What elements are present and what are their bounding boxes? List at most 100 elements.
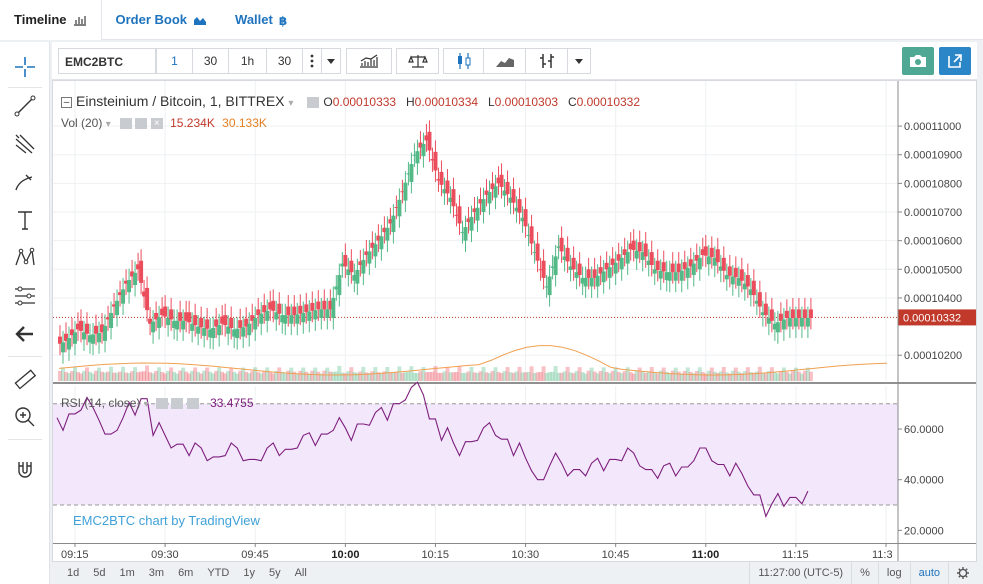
tab-order-book[interactable]: Order Book (102, 0, 222, 40)
volume-bar (66, 373, 71, 381)
compare-button[interactable] (396, 48, 439, 74)
candle-body (505, 181, 510, 195)
pitchfork-tool[interactable] (10, 129, 40, 159)
volume-bar (199, 373, 204, 381)
volume-bar (370, 371, 375, 381)
volume-bar (253, 367, 258, 381)
crosshair-tool[interactable] (10, 52, 40, 82)
tab-wallet[interactable]: Wallet ฿ (221, 0, 301, 40)
price-chart-svg[interactable]: 0.00011000 0.00010900 0.00010800 0.00010700… (53, 81, 976, 561)
pattern-tool[interactable] (10, 243, 40, 273)
close-icon[interactable]: × (150, 118, 163, 130)
eye-icon[interactable] (120, 118, 133, 130)
fib-tool[interactable] (10, 281, 40, 311)
volume-bar (520, 372, 525, 381)
candle-body (793, 317, 798, 327)
popout-button[interactable] (939, 47, 971, 75)
volume-bar (439, 372, 444, 381)
candle-body (148, 318, 153, 324)
snapshot-button[interactable] (902, 47, 934, 75)
timeframe-1d[interactable]: 1d (67, 567, 80, 579)
trendline-tool[interactable] (10, 91, 40, 121)
brush-tool[interactable] (10, 167, 40, 197)
volume-bar (451, 372, 456, 381)
timeframe-1m[interactable]: 1m (119, 567, 135, 579)
low-label: L (487, 95, 495, 109)
candle-body (60, 342, 65, 353)
interval-1h[interactable]: 1h (228, 48, 267, 74)
text-tool[interactable] (10, 205, 40, 235)
measure-tool[interactable] (10, 364, 40, 394)
timeframe-5y[interactable]: 5y (268, 567, 281, 579)
tradingview-watermark[interactable]: EMC2BTC chart by TradingView (73, 513, 260, 528)
symbol-input[interactable]: EMC2BTC (58, 48, 156, 74)
timeframe-1y[interactable]: 1y (243, 567, 255, 579)
volume-bar (355, 372, 360, 381)
indicators-button[interactable] (346, 48, 392, 74)
candle-body (91, 334, 96, 344)
close-icon[interactable] (186, 398, 199, 410)
volume-bar (418, 371, 423, 381)
candle-body (250, 315, 255, 321)
candle-body (142, 291, 147, 297)
legend-menu-icon[interactable]: ▾ (143, 399, 149, 410)
timeframe-6m[interactable]: 6m (178, 567, 194, 579)
chart-area[interactable]: 0.00011000 0.00010900 0.00010800 0.00010700… (52, 80, 977, 562)
open-value: 0.00010333 (332, 95, 397, 109)
zoom-tool[interactable] (10, 402, 40, 432)
eye-icon[interactable] (307, 96, 320, 108)
interval-1[interactable]: 1 (156, 48, 193, 74)
candle-body (106, 317, 111, 320)
candles-button[interactable] (443, 48, 484, 74)
magnet-tool[interactable] (10, 455, 40, 485)
candle-body (196, 326, 201, 334)
chevron-down-icon (575, 58, 583, 64)
legend-menu-icon[interactable]: ▾ (105, 119, 111, 130)
candle-body (721, 257, 726, 271)
bars-button[interactable] (525, 48, 568, 74)
candle-body (715, 249, 720, 263)
eye-icon[interactable] (156, 398, 169, 410)
volume-bar (802, 370, 807, 381)
candle-body (346, 269, 351, 276)
trendline-icon (14, 95, 36, 117)
candle-body (265, 310, 270, 321)
legend-menu-icon[interactable]: ▾ (288, 98, 294, 109)
candle-body (208, 329, 213, 338)
pitchfork-icon (15, 134, 35, 154)
log-toggle[interactable]: log (877, 562, 910, 584)
tab-timeline[interactable]: Timeline (0, 0, 102, 40)
more-intervals-button[interactable] (302, 48, 322, 74)
percent-toggle[interactable]: % (851, 562, 878, 584)
volume-bar (649, 366, 654, 381)
candle-body (118, 292, 123, 296)
interval-30[interactable]: 30 (192, 48, 229, 74)
y-tick-label: 0.00010600 (904, 236, 962, 248)
candle-body (562, 256, 567, 260)
chart-type-dropdown[interactable] (567, 48, 591, 74)
timeframe-5d[interactable]: 5d (93, 567, 106, 579)
candle-body (259, 313, 264, 324)
arrow-back-tool[interactable] (10, 319, 40, 349)
collapse-icon[interactable]: – (61, 96, 72, 108)
volume-bar (751, 372, 756, 381)
interval-30b[interactable]: 30 (266, 48, 303, 74)
candle-body (451, 189, 456, 207)
timeframe-buttons: 1d 5d 1m 3m 6m YTD 1y 5y All (60, 562, 314, 584)
candle-body (526, 234, 531, 236)
timeframe-ytd[interactable]: YTD (207, 567, 230, 579)
volume-bar (697, 367, 702, 381)
volume-bar (115, 372, 120, 381)
candle-body (460, 232, 465, 234)
timeframe-all[interactable]: All (294, 567, 307, 579)
timeframe-3m[interactable]: 3m (148, 567, 165, 579)
candle-body (571, 257, 576, 270)
settings-button[interactable] (948, 562, 977, 584)
candle-body (109, 312, 114, 329)
auto-toggle[interactable]: auto (909, 562, 948, 584)
interval-dropdown[interactable] (321, 48, 341, 74)
gear-icon[interactable] (171, 398, 184, 410)
candle-body (547, 276, 552, 296)
gear-icon[interactable] (135, 118, 148, 130)
area-chart-button[interactable] (483, 48, 526, 74)
